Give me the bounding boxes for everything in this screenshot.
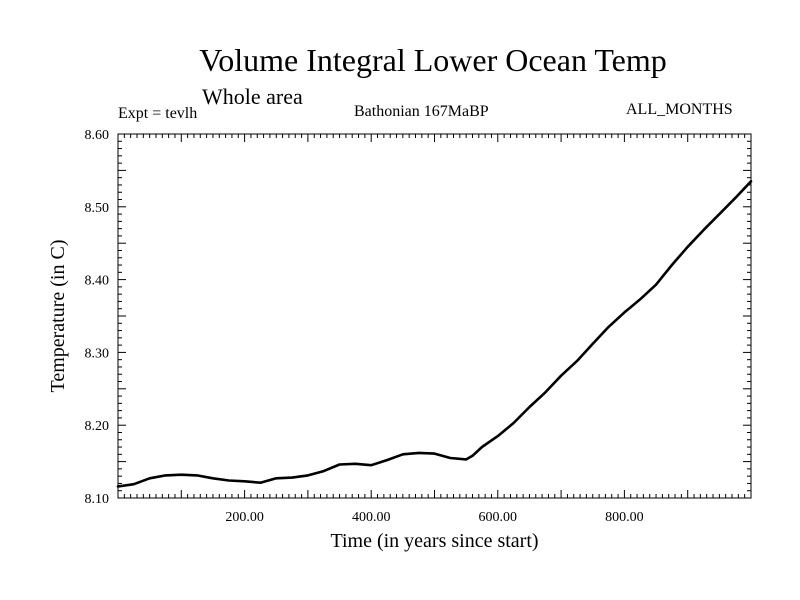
y-axis-label: Temperature (in C) <box>47 240 69 393</box>
months-label: ALL_MONTHS <box>626 101 733 118</box>
x-tick-label: 200.00 <box>225 510 264 525</box>
y-tick-label: 8.60 <box>85 128 110 143</box>
y-tick-label: 8.50 <box>85 201 110 216</box>
chart-subtitle: Whole area <box>202 84 303 109</box>
period-label: Bathonian 167MaBP <box>354 103 489 120</box>
x-tick-labels: 200.00 400.00 600.00 800.00 <box>225 510 643 525</box>
x-axis-label: Time (in years since start) <box>330 530 538 552</box>
experiment-label: Expt = tevlh <box>118 105 198 122</box>
y-tick-label: 8.20 <box>85 419 110 434</box>
x-tick-label: 600.00 <box>479 510 518 525</box>
y-tick-label: 8.10 <box>85 492 110 507</box>
y-tick-labels: 8.10 8.20 8.30 8.40 8.50 8.60 <box>85 128 110 507</box>
y-tick-label: 8.30 <box>85 346 110 361</box>
plot-frame <box>117 133 752 499</box>
y-tick-label: 8.40 <box>85 274 110 289</box>
axis-ticks <box>118 134 751 498</box>
x-tick-label: 800.00 <box>605 510 644 525</box>
series-line-tevlh <box>116 180 753 488</box>
chart-title: Volume Integral Lower Ocean Temp <box>199 42 667 78</box>
x-tick-label: 400.00 <box>352 510 391 525</box>
